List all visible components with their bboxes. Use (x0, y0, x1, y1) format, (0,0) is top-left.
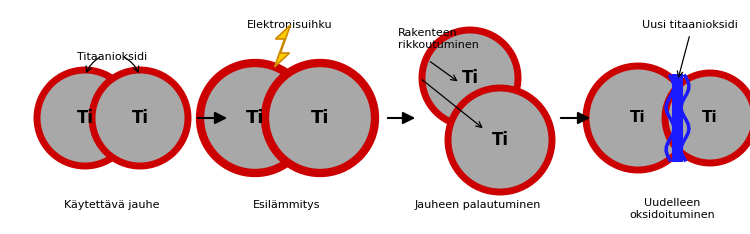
Circle shape (422, 30, 518, 126)
Text: Ti: Ti (491, 131, 508, 149)
Text: Ti: Ti (76, 109, 94, 127)
Text: Uusi titaanioksidi: Uusi titaanioksidi (642, 20, 738, 30)
Circle shape (200, 63, 310, 173)
Text: Titaanioksidi: Titaanioksidi (76, 52, 147, 62)
Circle shape (448, 88, 552, 192)
Text: Rakenteen
rikkoutuminen: Rakenteen rikkoutuminen (398, 28, 478, 50)
Text: Elektronisuihku: Elektronisuihku (248, 20, 333, 30)
Circle shape (665, 73, 750, 163)
Text: Ti: Ti (630, 110, 646, 125)
Text: Esilämmitys: Esilämmitys (254, 200, 321, 210)
Circle shape (586, 66, 690, 170)
Text: Ti: Ti (246, 109, 264, 127)
Text: Ti: Ti (702, 110, 718, 125)
Circle shape (37, 70, 133, 166)
Bar (672, 74, 683, 162)
Text: Ti: Ti (131, 109, 148, 127)
Text: Ti: Ti (310, 109, 329, 127)
Text: Jauheen palautuminen: Jauheen palautuminen (415, 200, 542, 210)
Circle shape (265, 63, 375, 173)
Text: Käytettävä jauhe: Käytettävä jauhe (64, 200, 160, 210)
Circle shape (92, 70, 188, 166)
Polygon shape (274, 25, 290, 67)
Text: Ti: Ti (461, 69, 478, 87)
Text: Uudelleen
oksidoituminen: Uudelleen oksidoituminen (629, 198, 715, 219)
